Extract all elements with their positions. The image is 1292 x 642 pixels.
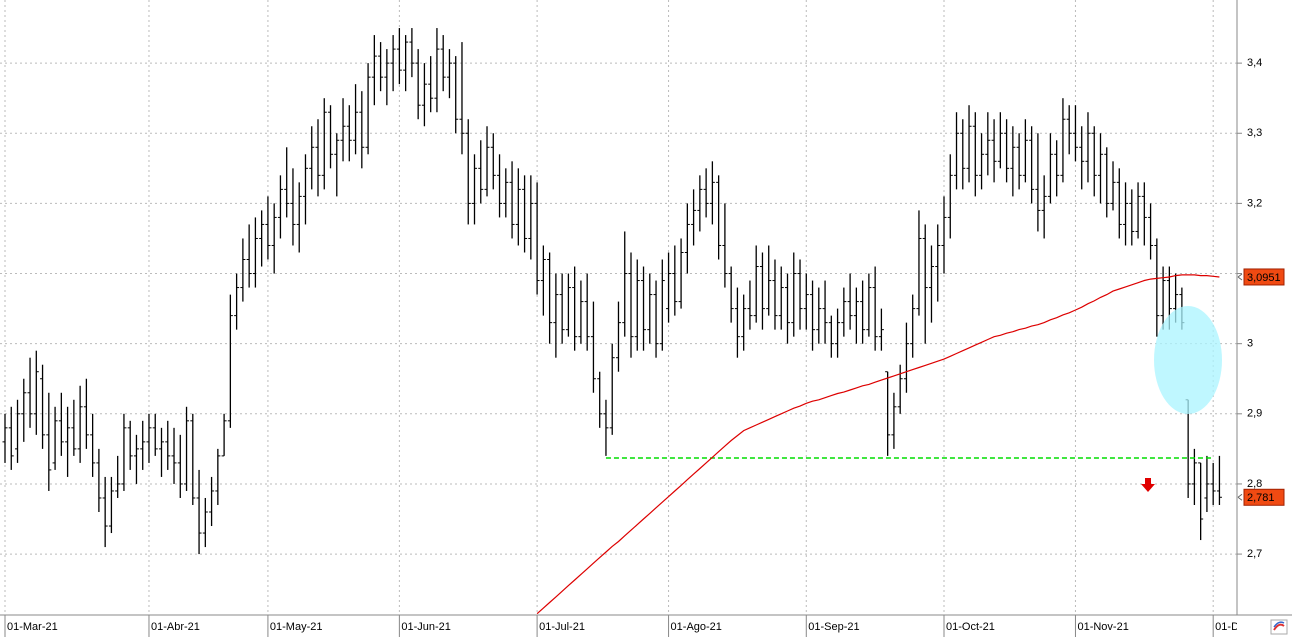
x-tick-label: 01-Ago-21 (671, 621, 722, 633)
highlight-ellipse (1154, 306, 1222, 414)
price-tag-label: 3,0951 (1247, 272, 1281, 284)
y-tick-label: 3 (1247, 338, 1253, 350)
price-tag-pointer (1237, 273, 1243, 281)
y-tick-label: 3,3 (1247, 127, 1262, 139)
price-tag-label: 2,781 (1247, 492, 1275, 504)
plot-area (2, 28, 1222, 615)
price-tag (1243, 268, 1285, 286)
x-tick-label: 01-Abr-21 (151, 621, 200, 633)
x-tick-label: 01-Sep-21 (808, 621, 859, 633)
x-tick-label: 01-Jun-21 (401, 621, 451, 633)
y-tick-label: 2,9 (1247, 408, 1262, 420)
y-tick-label: 2,8 (1247, 478, 1262, 490)
y-tick-label: 3,2 (1247, 197, 1262, 209)
y-tick-label: 2,7 (1247, 548, 1262, 560)
x-tick-label: 01-Jul-21 (539, 621, 585, 633)
x-tick-label: 01-Dic-21 (1215, 621, 1263, 633)
x-tick-label: 01-Oct-21 (946, 621, 995, 633)
down-arrow (1141, 478, 1155, 492)
moving-average-line (536, 274, 1220, 615)
grid (0, 0, 1237, 613)
logo-icon (1270, 619, 1288, 635)
x-tick-label: 01-May-21 (270, 621, 323, 633)
axes: 2,72,82,933,13,23,33,401-Mar-2101-Abr-21… (4, 57, 1285, 637)
price-tag (1243, 488, 1285, 506)
x-tick-label: 01-Nov-21 (1077, 621, 1128, 633)
y-tick-label: 3,4 (1247, 57, 1262, 69)
x-tick-label: 01-Mar-21 (7, 621, 58, 633)
price-tag-pointer (1237, 493, 1243, 501)
